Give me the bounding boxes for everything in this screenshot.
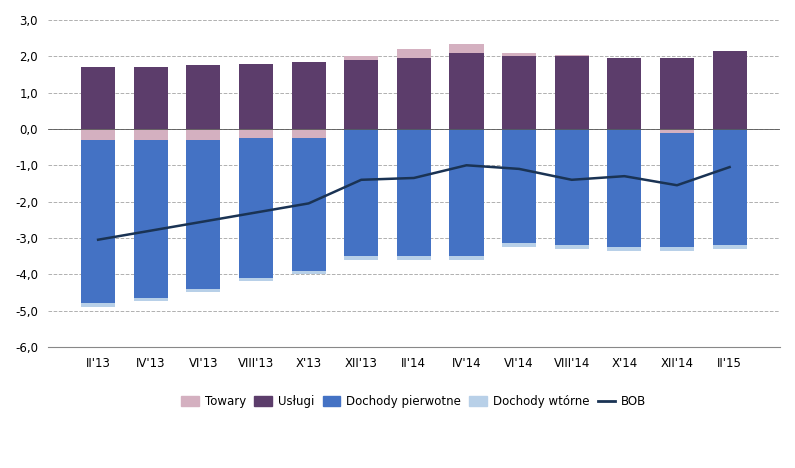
Bar	[81, 140, 115, 303]
Bar	[292, 138, 326, 271]
Bar	[238, 64, 273, 129]
Bar	[186, 66, 220, 129]
Bar	[292, 129, 326, 138]
Bar	[555, 245, 589, 249]
Bar	[712, 51, 747, 129]
Bar	[502, 53, 536, 56]
Bar	[449, 256, 483, 260]
Bar	[712, 245, 747, 249]
Bar	[607, 58, 642, 129]
Bar	[134, 67, 168, 129]
Bar	[186, 140, 220, 289]
Bar	[449, 53, 483, 129]
Bar	[344, 129, 378, 256]
Bar	[502, 129, 536, 243]
Bar	[292, 62, 326, 129]
Bar	[134, 140, 168, 298]
Bar	[344, 256, 378, 260]
Bar	[660, 132, 694, 247]
Bar	[397, 58, 431, 129]
Bar	[344, 56, 378, 60]
Bar	[502, 243, 536, 247]
Bar	[134, 129, 168, 140]
Bar	[81, 129, 115, 140]
Bar	[397, 129, 431, 256]
Bar	[81, 67, 115, 129]
Bar	[555, 129, 589, 245]
Bar	[660, 129, 694, 132]
Bar	[238, 278, 273, 281]
Bar	[397, 256, 431, 260]
Bar	[502, 56, 536, 129]
Bar	[607, 129, 642, 247]
Bar	[712, 129, 747, 245]
Bar	[555, 56, 589, 129]
Bar	[449, 44, 483, 53]
Bar	[555, 54, 589, 56]
Bar	[660, 58, 694, 129]
Legend: Towary, Usługi, Dochody pierwotne, Dochody wtórne, BOB: Towary, Usługi, Dochody pierwotne, Docho…	[176, 390, 651, 413]
Bar	[186, 289, 220, 292]
Bar	[292, 271, 326, 274]
Bar	[238, 129, 273, 138]
Bar	[81, 303, 115, 307]
Bar	[397, 49, 431, 58]
Bar	[449, 129, 483, 256]
Bar	[238, 138, 273, 278]
Bar	[660, 247, 694, 251]
Bar	[607, 247, 642, 251]
Bar	[344, 60, 378, 129]
Bar	[186, 129, 220, 140]
Bar	[134, 298, 168, 301]
